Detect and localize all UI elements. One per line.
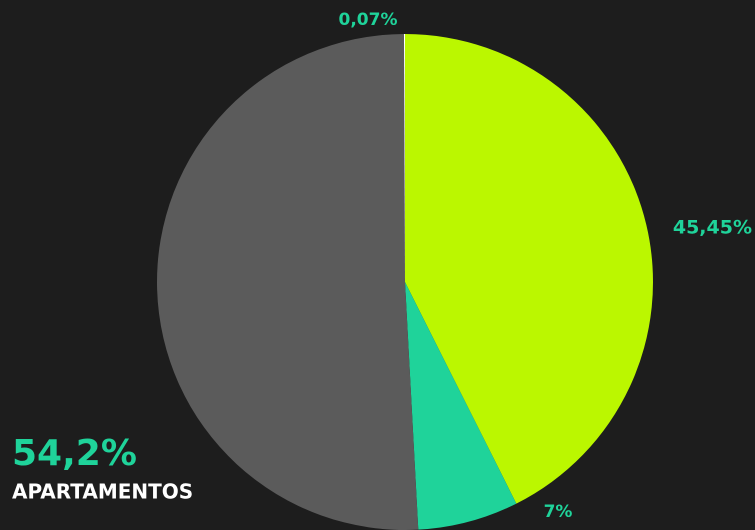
pie-slice bbox=[405, 282, 517, 530]
value-label: 0,07% bbox=[339, 10, 398, 30]
pie-slice bbox=[157, 34, 419, 530]
value-label: 45,45% bbox=[673, 217, 752, 239]
pie-slice bbox=[403, 34, 405, 282]
pie-slice bbox=[405, 34, 653, 504]
value-label: 54,2% bbox=[12, 433, 137, 474]
value-label: 7% bbox=[544, 502, 573, 522]
category-label: APARTAMENTOS bbox=[12, 480, 193, 504]
